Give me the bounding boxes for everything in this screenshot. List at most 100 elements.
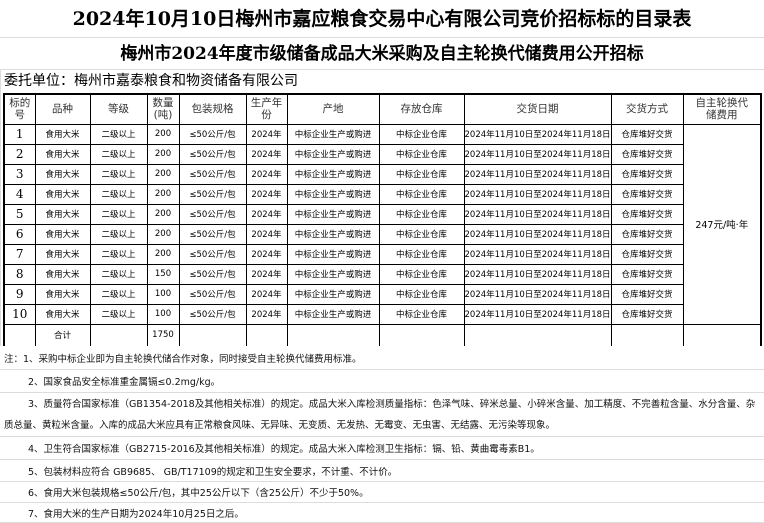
cell-variety: 食用大米 bbox=[34, 123, 91, 145]
total-cell: 合计 bbox=[34, 323, 91, 348]
cell-no: 10 bbox=[3, 303, 36, 325]
cell-warehouse: 中标企业仓库 bbox=[378, 223, 465, 245]
cell-grade: 二级以上 bbox=[89, 303, 148, 325]
cell-year: 2024年 bbox=[245, 263, 288, 285]
table-header-row: 标的号 品种 等级 数量(吨) 包装规格 生产年份 产地 存放仓库 交货日期 交… bbox=[3, 93, 762, 125]
cell-variety: 食用大米 bbox=[34, 203, 91, 225]
total-cell bbox=[378, 323, 465, 348]
table-row: 3 食用大米 二级以上 200 ≤50公斤/包 2024年 中标企业生产或购进 中标企业仓库 2… bbox=[3, 163, 761, 185]
cell-origin: 中标企业生产或购进 bbox=[286, 163, 380, 185]
cell-variety: 食用大米 bbox=[34, 183, 91, 205]
cell-warehouse: 中标企业仓库 bbox=[378, 163, 465, 185]
cell-variety: 食用大米 bbox=[34, 283, 91, 305]
note-7: 7、食用大米的生产日期为2024年10月25日之后。 bbox=[0, 503, 764, 523]
cell-warehouse: 中标企业仓库 bbox=[378, 263, 465, 285]
note-2: 2、国家食品安全标准重金属镉≤0.2mg/kg。 bbox=[0, 370, 764, 393]
cell-warehouse: 中标企业仓库 bbox=[378, 303, 465, 325]
cell-grade: 二级以上 bbox=[89, 243, 148, 265]
cell-method: 仓库堆好交货 bbox=[610, 183, 684, 205]
cell-year: 2024年 bbox=[245, 203, 288, 225]
cell-grade: 二级以上 bbox=[89, 183, 148, 205]
cell-no: 2 bbox=[3, 143, 36, 165]
tender-table: 标的号 品种 等级 数量(吨) 包装规格 生产年份 产地 存放仓库 交货日期 交… bbox=[3, 93, 763, 348]
table-row: 2 食用大米 二级以上 200 ≤50公斤/包 2024年 中标企业生产或购进 中标企业仓库 2… bbox=[3, 143, 761, 165]
cell-grade: 二级以上 bbox=[89, 123, 148, 145]
cell-no: 4 bbox=[3, 183, 36, 205]
cell-pack: ≤50公斤/包 bbox=[178, 183, 247, 205]
cell-variety: 食用大米 bbox=[34, 303, 91, 325]
cell-year: 2024年 bbox=[245, 223, 288, 245]
cell-qty: 150 bbox=[146, 263, 180, 285]
table-row: 9 食用大米 二级以上 100 ≤50公斤/包 2024年 中标企业生产或购进 中标企业仓库 2… bbox=[3, 283, 761, 305]
cell-date: 2024年11月10日至2024年11月18日 bbox=[463, 183, 612, 205]
cell-qty: 100 bbox=[146, 283, 180, 305]
cell-year: 2024年 bbox=[245, 143, 288, 165]
header-cell: 等级 bbox=[89, 93, 148, 125]
cell-method: 仓库堆好交货 bbox=[610, 123, 684, 145]
cell-grade: 二级以上 bbox=[89, 203, 148, 225]
total-row: 合计 1750 bbox=[3, 323, 762, 348]
cell-no: 7 bbox=[3, 243, 36, 265]
note-4: 4、卫生符合国家标准（GB2715-2016及其他相关标准）的规定。成品大米入库… bbox=[0, 437, 764, 460]
cell-year: 2024年 bbox=[245, 123, 288, 145]
cell-qty: 200 bbox=[146, 243, 180, 265]
total-cell bbox=[245, 323, 288, 348]
cell-method: 仓库堆好交货 bbox=[610, 143, 684, 165]
cell-method: 仓库堆好交货 bbox=[610, 203, 684, 225]
cell-qty: 200 bbox=[146, 203, 180, 225]
header-cell: 交货方式 bbox=[610, 93, 684, 125]
cell-pack: ≤50公斤/包 bbox=[178, 283, 247, 305]
header-cell: 品种 bbox=[34, 93, 91, 125]
total-cell bbox=[463, 323, 612, 348]
cell-warehouse: 中标企业仓库 bbox=[378, 143, 465, 165]
table-row: 4 食用大米 二级以上 200 ≤50公斤/包 2024年 中标企业生产或购进 中标企业仓库 2… bbox=[3, 183, 761, 205]
cell-date: 2024年11月10日至2024年11月18日 bbox=[463, 163, 612, 185]
cell-pack: ≤50公斤/包 bbox=[178, 143, 247, 165]
cell-variety: 食用大米 bbox=[34, 163, 91, 185]
cell-qty: 200 bbox=[146, 183, 180, 205]
page-title: 2024年10月10日梅州市嘉应粮食交易中心有限公司竞价招标标的目录表 bbox=[0, 0, 764, 38]
cell-method: 仓库堆好交货 bbox=[610, 243, 684, 265]
note-3: 3、质量符合国家标准（GB1354-2018及其他相关标准）的规定。成品大米入库… bbox=[0, 393, 764, 437]
cell-method: 仓库堆好交货 bbox=[610, 223, 684, 245]
header-cell: 标的号 bbox=[3, 93, 36, 125]
cell-variety: 食用大米 bbox=[34, 223, 91, 245]
cell-no: 1 bbox=[3, 123, 36, 145]
note-5: 5、包装材料应符合 GB9685、 GB/T17109的规定和卫生安全要求，不计… bbox=[0, 460, 764, 482]
cell-grade: 二级以上 bbox=[89, 223, 148, 245]
cell-origin: 中标企业生产或购进 bbox=[286, 203, 380, 225]
total-cell bbox=[286, 323, 380, 348]
fee-cell: 247元/吨·年 bbox=[682, 123, 762, 325]
table-row: 1 食用大米 二级以上 200 ≤50公斤/包 2024年 中标企业生产或购进 中标企业仓库 2… bbox=[3, 123, 762, 325]
cell-grade: 二级以上 bbox=[89, 143, 148, 165]
cell-variety: 食用大米 bbox=[34, 143, 91, 165]
cell-variety: 食用大米 bbox=[34, 243, 91, 265]
cell-method: 仓库堆好交货 bbox=[610, 263, 684, 285]
cell-pack: ≤50公斤/包 bbox=[178, 123, 247, 145]
cell-date: 2024年11月10日至2024年11月18日 bbox=[463, 263, 612, 285]
cell-date: 2024年11月10日至2024年11月18日 bbox=[463, 223, 612, 245]
cell-warehouse: 中标企业仓库 bbox=[378, 183, 465, 205]
cell-date: 2024年11月10日至2024年11月18日 bbox=[463, 303, 612, 325]
cell-origin: 中标企业生产或购进 bbox=[286, 243, 380, 265]
page-subtitle: 梅州市2024年度市级储备成品大米采购及自主轮换代储费用公开招标 bbox=[0, 38, 764, 70]
cell-pack: ≤50公斤/包 bbox=[178, 263, 247, 285]
cell-method: 仓库堆好交货 bbox=[610, 303, 684, 325]
notes: 注：1、采购中标企业即为自主轮换代储合作对象，同时接受自主轮换代储费用标准。 2… bbox=[0, 346, 764, 523]
cell-method: 仓库堆好交货 bbox=[610, 283, 684, 305]
cell-origin: 中标企业生产或购进 bbox=[286, 183, 380, 205]
header-cell: 包装规格 bbox=[178, 93, 247, 125]
header-cell: 生产年份 bbox=[245, 93, 288, 125]
cell-qty: 200 bbox=[146, 223, 180, 245]
cell-no: 9 bbox=[3, 283, 36, 305]
cell-warehouse: 中标企业仓库 bbox=[378, 283, 465, 305]
header-cell: 存放仓库 bbox=[378, 93, 465, 125]
total-cell bbox=[178, 323, 247, 348]
cell-date: 2024年11月10日至2024年11月18日 bbox=[463, 243, 612, 265]
header-cell: 数量(吨) bbox=[146, 93, 180, 125]
cell-origin: 中标企业生产或购进 bbox=[286, 123, 380, 145]
cell-origin: 中标企业生产或购进 bbox=[286, 223, 380, 245]
cell-no: 3 bbox=[3, 163, 36, 185]
cell-qty: 200 bbox=[146, 123, 180, 145]
table-row: 8 食用大米 二级以上 150 ≤50公斤/包 2024年 中标企业生产或购进 中标企业仓库 2… bbox=[3, 263, 761, 285]
